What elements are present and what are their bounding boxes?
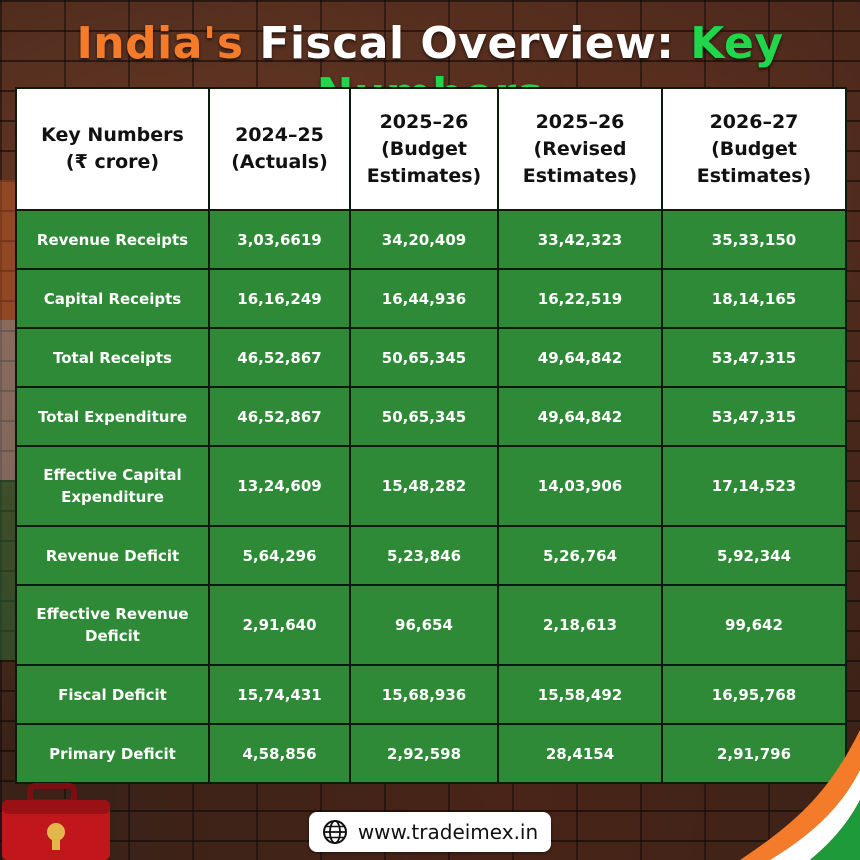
table-cell: 5,92,344 [661,525,847,586]
table-row-revenue-receipts: Revenue Receipts 3,03,6619 34,20,409 33,… [15,209,847,270]
title-part-1: India's [76,18,244,69]
table-cell: 15,68,936 [349,664,499,725]
header-key-numbers: Key Numbers (₹ crore) [15,87,210,211]
table-cell: 15,74,431 [208,664,351,725]
table-cell: 5,23,846 [349,525,499,586]
table-cell: 18,14,165 [661,268,847,329]
table-cell: 16,95,768 [661,664,847,725]
table-cell: 15,48,282 [349,445,499,527]
table-row-total-expenditure: Total Expenditure 46,52,867 50,65,345 49… [15,386,847,447]
table-cell: 16,22,519 [497,268,663,329]
globe-icon [322,820,347,844]
table-row-primary-deficit: Primary Deficit 4,58,856 2,92,598 28,415… [15,723,847,784]
row-label: Primary Deficit [15,723,210,784]
table-cell: 2,91,796 [661,723,847,784]
header-2025-26-budget: 2025–26 (Budget Estimates) [349,87,499,211]
table-cell: 46,52,867 [208,386,351,447]
header-2026-27-budget: 2026–27 (Budget Estimates) [661,87,847,211]
table-cell: 28,4154 [497,723,663,784]
table-cell: 2,18,613 [497,584,663,666]
table-cell: 2,91,640 [208,584,351,666]
row-label: Revenue Deficit [15,525,210,586]
table-cell: 34,20,409 [349,209,499,270]
row-label: Capital Receipts [15,268,210,329]
india-flag-ribbon-icon [740,730,860,860]
table-row-revenue-deficit: Revenue Deficit 5,64,296 5,23,846 5,26,7… [15,525,847,586]
table-cell: 16,44,936 [349,268,499,329]
table-cell: 5,26,764 [497,525,663,586]
table-row-effective-revenue-deficit: Effective Revenue Deficit 2,91,640 96,65… [15,584,847,666]
table-cell: 13,24,609 [208,445,351,527]
table-cell: 53,47,315 [661,386,847,447]
table-cell: 99,642 [661,584,847,666]
budget-briefcase-icon [2,783,110,860]
table-cell: 2,92,598 [349,723,499,784]
table-cell: 96,654 [349,584,499,666]
table-cell: 14,03,906 [497,445,663,527]
table-cell: 3,03,6619 [208,209,351,270]
table-cell: 5,64,296 [208,525,351,586]
table-cell: 33,42,323 [497,209,663,270]
header-2024-25-actuals: 2024–25 (Actuals) [208,87,351,211]
table-cell: 4,58,856 [208,723,351,784]
row-label: Total Receipts [15,327,210,388]
fiscal-table: Key Numbers (₹ crore) 2024–25 (Actuals) … [15,87,847,784]
table-cell: 46,52,867 [208,327,351,388]
row-label: Revenue Receipts [15,209,210,270]
row-label: Effective Capital Expenditure [15,445,210,527]
table-row-effective-capital-expenditure: Effective Capital Expenditure 13,24,609 … [15,445,847,527]
table-row-total-receipts: Total Receipts 46,52,867 50,65,345 49,64… [15,327,847,388]
table-cell: 35,33,150 [661,209,847,270]
table-cell: 50,65,345 [349,327,499,388]
table-cell: 17,14,523 [661,445,847,527]
title-part-2: Fiscal Overview: [259,18,675,69]
table-cell: 53,47,315 [661,327,847,388]
website-badge[interactable]: www.tradeimex.in [309,812,551,852]
header-2025-26-revised: 2025–26 (Revised Estimates) [497,87,663,211]
table-cell: 50,65,345 [349,386,499,447]
header-row: Key Numbers (₹ crore) 2024–25 (Actuals) … [15,87,847,211]
table-cell: 49,64,842 [497,386,663,447]
row-label: Fiscal Deficit [15,664,210,725]
website-link[interactable]: www.tradeimex.in [357,820,539,844]
row-label: Total Expenditure [15,386,210,447]
table-cell: 15,58,492 [497,664,663,725]
table-row-capital-receipts: Capital Receipts 16,16,249 16,44,936 16,… [15,268,847,329]
table-row-fiscal-deficit: Fiscal Deficit 15,74,431 15,68,936 15,58… [15,664,847,725]
table-cell: 49,64,842 [497,327,663,388]
table-cell: 16,16,249 [208,268,351,329]
row-label: Effective Revenue Deficit [15,584,210,666]
